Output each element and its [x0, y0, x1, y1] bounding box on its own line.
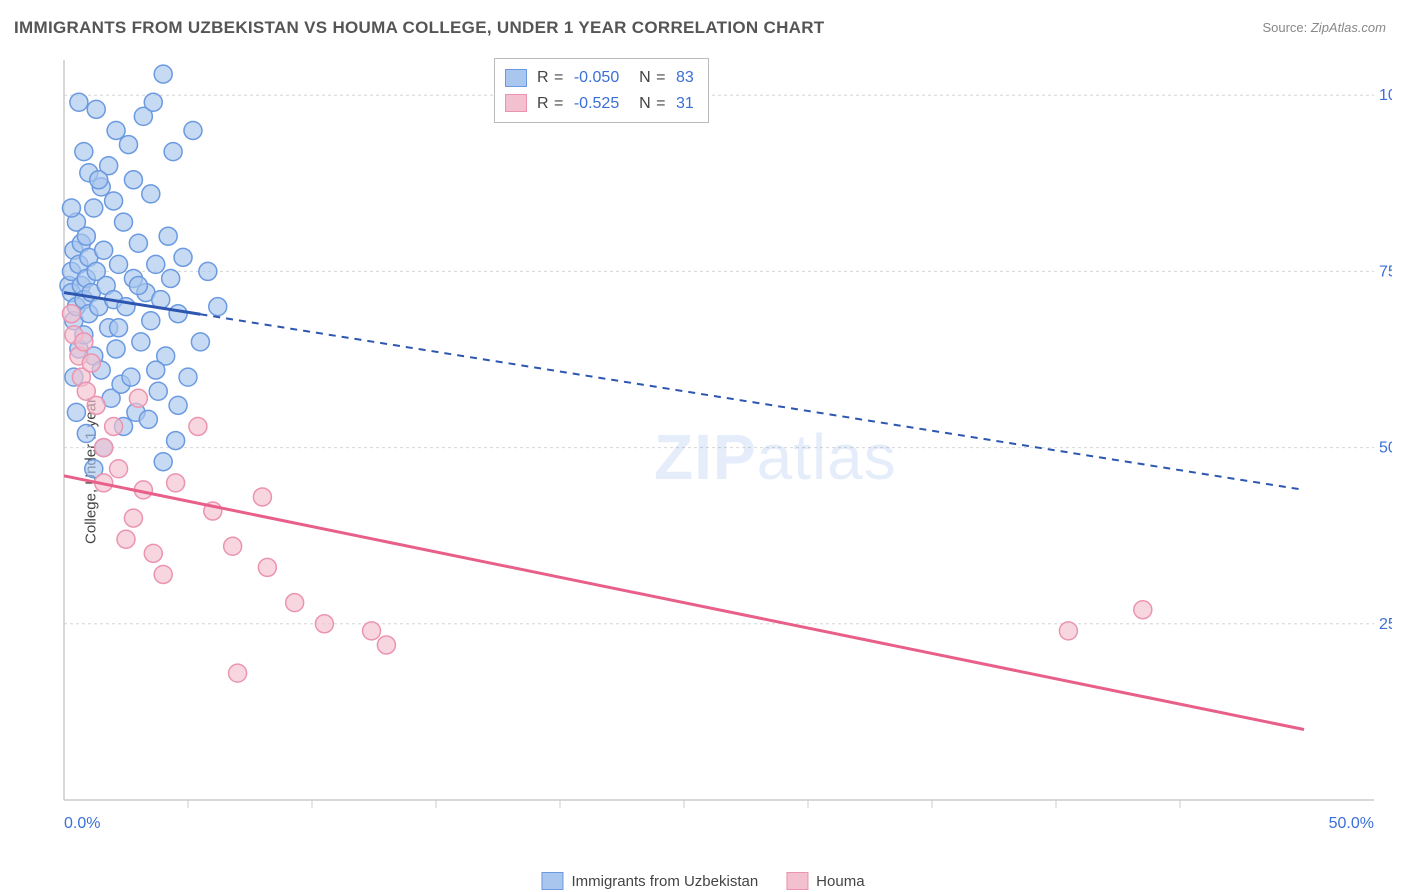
- legend-n-label: N =: [629, 65, 666, 91]
- source-attribution: Source: ZipAtlas.com: [1262, 20, 1386, 35]
- legend-row: R = -0.050 N = 83: [505, 65, 694, 91]
- series-legend-label: Houma: [816, 873, 864, 890]
- series-legend-item: Immigrants from Uzbekistan: [541, 872, 758, 890]
- legend-swatch: [505, 94, 527, 112]
- svg-text:25.0%: 25.0%: [1379, 616, 1392, 633]
- svg-text:50.0%: 50.0%: [1379, 440, 1392, 457]
- svg-text:100.0%: 100.0%: [1379, 87, 1392, 104]
- legend-row: R = -0.525 N = 31: [505, 91, 694, 117]
- legend-swatch: [541, 872, 563, 890]
- legend-r-value: -0.050: [574, 65, 619, 91]
- legend-n-value: 83: [676, 65, 694, 91]
- legend-n-value: 31: [676, 91, 694, 117]
- legend-r-label: R =: [537, 91, 564, 117]
- series-legend-label: Immigrants from Uzbekistan: [571, 873, 758, 890]
- legend-n-label: N =: [629, 91, 666, 117]
- chart-title: IMMIGRANTS FROM UZBEKISTAN VS HOUMA COLL…: [14, 18, 824, 38]
- series-legend: Immigrants from Uzbekistan Houma: [541, 872, 864, 890]
- legend-r-label: R =: [537, 65, 564, 91]
- legend-swatch: [505, 69, 527, 87]
- svg-text:50.0%: 50.0%: [1329, 815, 1374, 832]
- legend-r-value: -0.525: [574, 91, 619, 117]
- source-prefix: Source:: [1262, 20, 1310, 35]
- scatter-plot: 25.0% 50.0% 75.0% 100.0% 0.0% 50.0%: [54, 50, 1392, 840]
- svg-text:0.0%: 0.0%: [64, 815, 100, 832]
- chart-area: College, Under 1 year 25.0%50.0%75.0%100…: [14, 50, 1392, 892]
- svg-text:75.0%: 75.0%: [1379, 263, 1392, 280]
- series-legend-item: Houma: [786, 872, 864, 890]
- legend-swatch: [786, 872, 808, 890]
- source-link[interactable]: ZipAtlas.com: [1311, 20, 1386, 35]
- correlation-legend: R = -0.050 N = 83R = -0.525 N = 31: [494, 58, 709, 123]
